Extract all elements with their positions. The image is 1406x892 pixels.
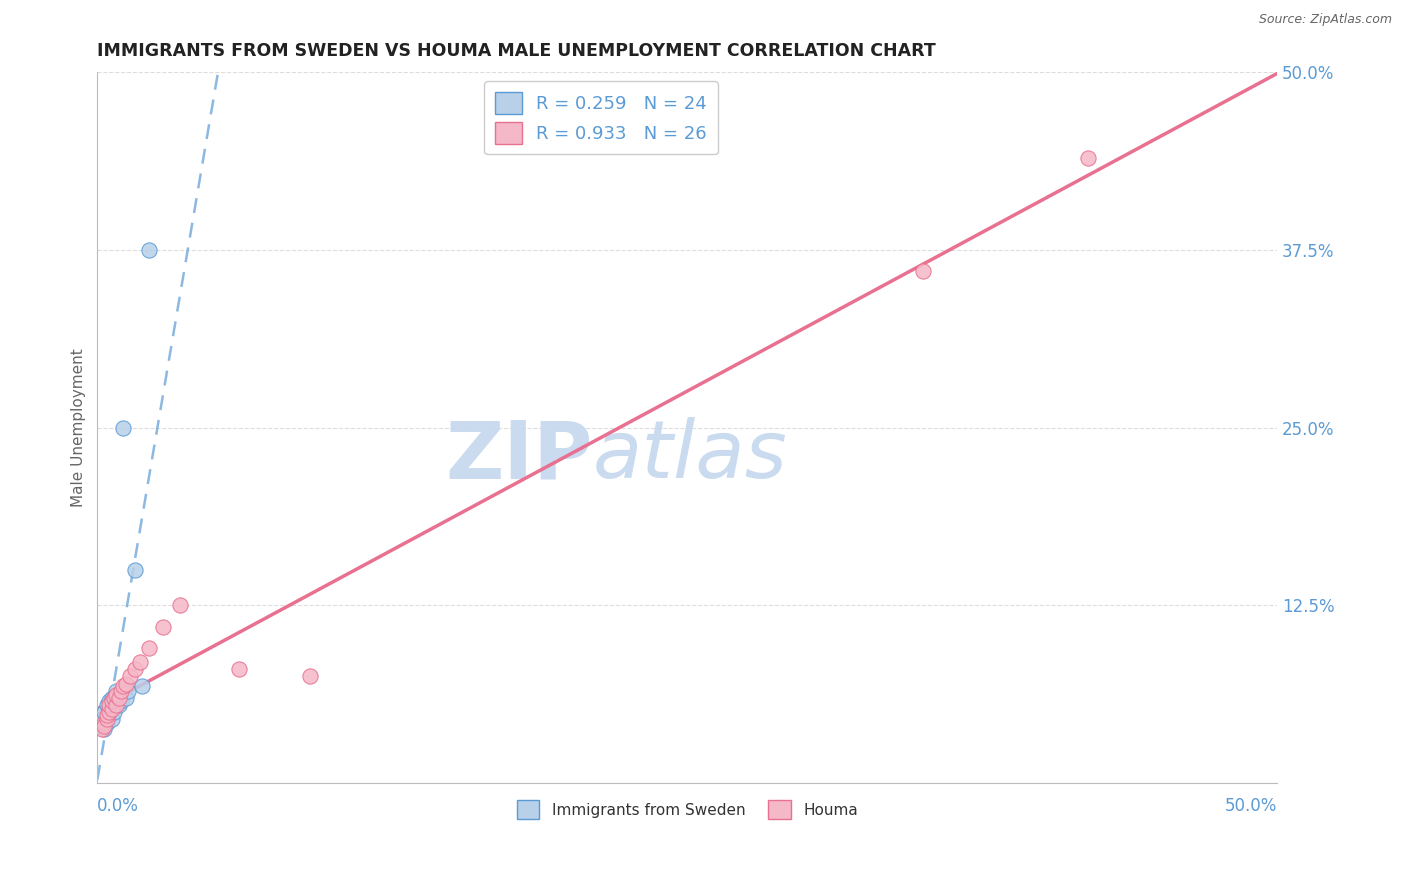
Point	[98, 705, 121, 719]
Text: 0.0%: 0.0%	[97, 797, 139, 815]
Point	[100, 690, 122, 705]
Point	[124, 662, 146, 676]
Point	[110, 693, 132, 707]
Point	[93, 716, 115, 731]
Point	[128, 655, 150, 669]
Text: Source: ZipAtlas.com: Source: ZipAtlas.com	[1258, 13, 1392, 27]
Point	[107, 690, 129, 705]
Point	[131, 680, 153, 694]
Point	[89, 719, 111, 733]
Point	[107, 698, 129, 712]
Point	[114, 690, 136, 705]
Point	[93, 719, 115, 733]
Point	[298, 669, 321, 683]
Point	[105, 683, 128, 698]
Point	[91, 712, 114, 726]
Point	[98, 693, 121, 707]
Point	[1077, 151, 1099, 165]
Point	[100, 702, 122, 716]
Point	[112, 421, 135, 435]
Point	[96, 716, 118, 731]
Point	[103, 690, 125, 705]
Point	[912, 264, 935, 278]
Point	[98, 702, 121, 716]
Point	[91, 722, 114, 736]
Point	[105, 698, 128, 712]
Point	[103, 690, 125, 705]
Point	[120, 669, 142, 683]
Text: atlas: atlas	[593, 417, 787, 495]
Point	[138, 243, 160, 257]
Text: 50.0%: 50.0%	[1225, 797, 1277, 815]
Point	[228, 662, 250, 676]
Point	[91, 716, 114, 731]
Point	[114, 676, 136, 690]
Point	[100, 712, 122, 726]
Text: IMMIGRANTS FROM SWEDEN VS HOUMA MALE UNEMPLOYMENT CORRELATION CHART: IMMIGRANTS FROM SWEDEN VS HOUMA MALE UNE…	[97, 42, 936, 60]
Legend: Immigrants from Sweden, Houma: Immigrants from Sweden, Houma	[510, 794, 865, 825]
Point	[112, 680, 135, 694]
Point	[96, 707, 118, 722]
Point	[103, 705, 125, 719]
Point	[98, 707, 121, 722]
Point	[105, 688, 128, 702]
Point	[138, 640, 160, 655]
Point	[117, 683, 139, 698]
Point	[152, 620, 174, 634]
Point	[124, 563, 146, 577]
Point	[100, 693, 122, 707]
Point	[169, 599, 191, 613]
Point	[98, 698, 121, 712]
Point	[96, 698, 118, 712]
Point	[110, 683, 132, 698]
Point	[96, 712, 118, 726]
Point	[93, 705, 115, 719]
Text: ZIP: ZIP	[446, 417, 593, 495]
Point	[105, 698, 128, 712]
Point	[93, 722, 115, 736]
Y-axis label: Male Unemployment: Male Unemployment	[72, 349, 86, 508]
